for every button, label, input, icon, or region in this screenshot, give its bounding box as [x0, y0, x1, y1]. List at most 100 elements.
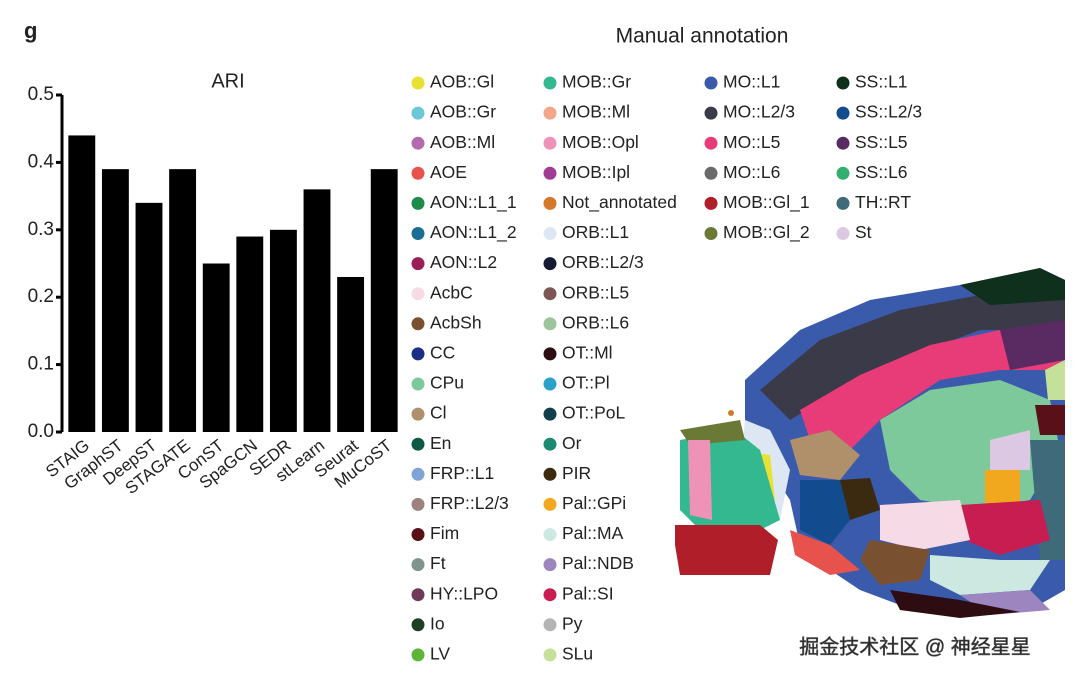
legend-swatch [411, 76, 425, 90]
legend-label: St [855, 222, 872, 242]
legend-swatch [411, 257, 425, 271]
legend-label: Pal::MA [562, 523, 624, 543]
legend-label: Pal::SI [562, 583, 614, 603]
legend-label: MO::L5 [723, 132, 780, 152]
legend-swatch [543, 648, 557, 662]
legend-label: Pal::GPi [562, 493, 626, 513]
legend-label: AcbC [430, 282, 473, 302]
legend-label: MOB::Gl_1 [723, 192, 810, 213]
legend-swatch [411, 467, 425, 481]
legend-swatch [411, 437, 425, 451]
legend-swatch [836, 76, 850, 90]
y-tick-label: 0.1 [28, 354, 54, 375]
legend-swatch [411, 317, 425, 331]
legend-label: Not_annotated [562, 192, 677, 213]
y-tick-label: 0.4 [28, 151, 55, 172]
legend-swatch [543, 467, 557, 481]
legend-label: MO::L6 [723, 162, 780, 182]
legend-label: SS::L5 [855, 132, 908, 152]
legend-label: AOB::Gl [430, 72, 494, 92]
legend-label: SS::L1 [855, 72, 908, 92]
bar [135, 202, 163, 432]
legend-swatch [836, 196, 850, 210]
legend-label: MOB::Gl_2 [723, 222, 810, 243]
legend-label: AOE [430, 162, 467, 182]
legend-swatch [704, 106, 718, 120]
legend-swatch [411, 588, 425, 602]
legend-label: Cl [430, 403, 447, 423]
legend-swatch [411, 618, 425, 632]
y-tick-label: 0.0 [28, 421, 54, 442]
legend-label: ORB::L2/3 [562, 252, 644, 272]
legend-label: MOB::Ml [562, 102, 630, 122]
legend-swatch [543, 347, 557, 361]
legend-label: CC [430, 343, 455, 363]
panel-label: g [24, 18, 37, 43]
legend-swatch [543, 106, 557, 120]
y-tick-label: 0.2 [28, 286, 54, 307]
legend-swatch [836, 166, 850, 180]
legend-swatch [543, 437, 557, 451]
legend-swatch [411, 497, 425, 511]
bar [337, 276, 365, 432]
legend-label: FRP::L2/3 [430, 493, 509, 513]
legend-swatch [411, 227, 425, 240]
legend-label: En [430, 433, 451, 453]
legend-label: SS::L6 [855, 162, 908, 182]
legend-swatch [411, 407, 425, 421]
legend-swatch [543, 407, 557, 421]
chart-title: ARI [211, 70, 244, 92]
legend-swatch [836, 227, 850, 240]
legend-swatch [543, 377, 557, 391]
legend-swatch [704, 227, 718, 240]
legend-swatch [704, 166, 718, 180]
legend-label: LV [430, 644, 450, 664]
bar [370, 169, 398, 432]
legend-label: Pal::NDB [562, 553, 634, 573]
legend-label: AON::L1_1 [430, 192, 517, 213]
legend-label: AOB::Ml [430, 132, 495, 152]
legend-swatch [543, 317, 557, 331]
legend-title: Manual annotation [616, 25, 789, 48]
legend-swatch [543, 287, 557, 301]
legend-swatch [543, 136, 557, 150]
legend-swatch [543, 618, 557, 632]
legend-label: AOB::Gr [430, 102, 496, 122]
legend-label: ORB::L5 [562, 282, 629, 302]
legend-label: CPu [430, 373, 464, 393]
legend-label: Ft [430, 553, 446, 573]
legend-label: Fim [430, 523, 459, 543]
legend-swatch [411, 377, 425, 391]
y-tick-label: 0.5 [28, 84, 54, 105]
legend-label: MO::L2/3 [723, 102, 795, 122]
legend-swatch [411, 196, 425, 210]
legend-label: AcbSh [430, 312, 482, 332]
bar [202, 263, 230, 432]
legend-label: OT::PoL [562, 403, 625, 423]
bar [303, 189, 331, 432]
legend-swatch [836, 106, 850, 120]
bar [236, 236, 264, 432]
legend-label: MOB::Ipl [562, 162, 630, 182]
legend-swatch [411, 648, 425, 662]
legend-label: AON::L2 [430, 252, 497, 272]
legend-label: SLu [562, 644, 593, 664]
legend-swatch [543, 227, 557, 240]
legend-label: MOB::Gr [562, 72, 631, 92]
bar [169, 169, 197, 432]
legend-label: TH::RT [855, 192, 911, 212]
legend-label: Py [562, 613, 583, 633]
legend-label: SS::L2/3 [855, 102, 922, 122]
legend-label: ORB::L6 [562, 312, 629, 332]
legend-label: OT::Ml [562, 343, 613, 363]
legend-swatch [543, 558, 557, 572]
legend-label: ORB::L1 [562, 222, 629, 242]
bar [68, 135, 96, 432]
spatial-map [675, 268, 1065, 618]
legend-swatch [543, 76, 557, 90]
legend-swatch [543, 196, 557, 210]
legend-label: Or [562, 433, 582, 453]
legend-swatch [411, 287, 425, 301]
legend-swatch [411, 558, 425, 572]
legend-swatch [411, 136, 425, 150]
